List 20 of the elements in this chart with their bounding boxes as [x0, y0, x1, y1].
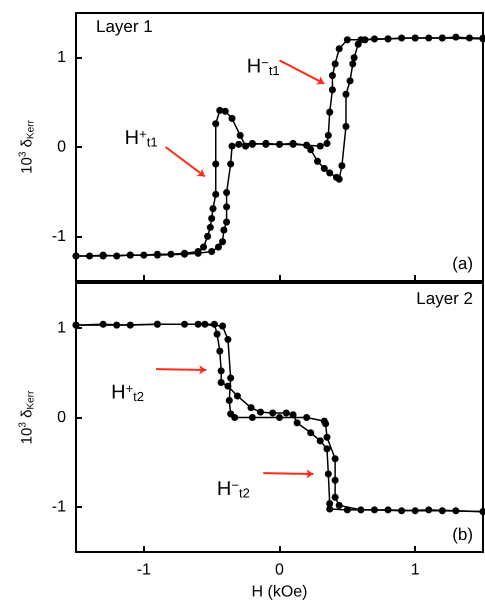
y-axis-title: 103 δKerr: [18, 120, 36, 174]
annotation: H−t2: [216, 478, 250, 501]
annotation: (b): [452, 525, 474, 544]
y-tick-label: -1: [52, 228, 66, 245]
x-axis-title: H (kOe): [252, 584, 308, 600]
x-tick-label: -1: [136, 562, 152, 578]
annotation: Layer 1: [96, 17, 153, 36]
y-axis-title: 103 δKerr: [18, 390, 36, 444]
y-tick-label: 1: [57, 319, 66, 336]
y-tick-label: 1: [57, 49, 66, 66]
annotation: Layer 2: [416, 289, 473, 308]
annotation: H+t2: [111, 380, 144, 404]
y-tick-label: 0: [57, 409, 66, 426]
annotation: H−t1: [246, 55, 280, 78]
x-tick-label: 0: [275, 562, 284, 578]
y-tick-label: 0: [57, 138, 66, 156]
annotation: H+t1: [124, 126, 158, 150]
x-tick-label: 1: [410, 562, 420, 578]
annotation: (a): [452, 254, 474, 273]
y-tick-label: -1: [52, 498, 66, 516]
